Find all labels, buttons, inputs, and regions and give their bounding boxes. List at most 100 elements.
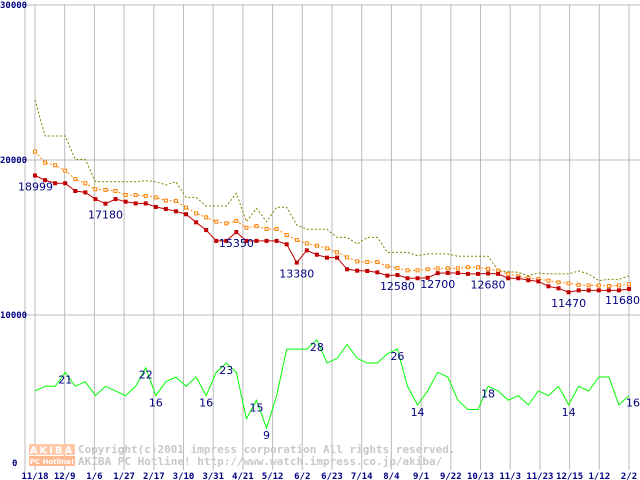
data-point-min: [53, 181, 58, 186]
y-axis-ticks: 0 10000 20000 30000: [0, 1, 27, 469]
data-point-average: [425, 267, 430, 272]
x-tick-label: 3/10: [173, 472, 195, 480]
data-point-average: [294, 237, 299, 242]
data-point-min: [496, 271, 501, 276]
data-label-min: 11680: [605, 294, 640, 307]
data-point-min: [526, 278, 531, 283]
data-point-average: [123, 193, 128, 198]
data-label-count: 18: [481, 387, 495, 400]
data-point-average: [133, 193, 138, 198]
data-point-min: [294, 260, 299, 265]
data-point-average: [264, 226, 269, 231]
data-label-min: 15350: [219, 237, 254, 250]
data-point-average: [143, 193, 148, 198]
data-point-average: [254, 224, 259, 229]
data-point-average: [43, 160, 48, 165]
data-point-min: [113, 197, 118, 202]
logo-text-top: AKIBA: [30, 446, 75, 457]
data-point-min: [33, 173, 37, 178]
data-point-average: [335, 250, 340, 255]
data-point-min: [405, 276, 410, 281]
data-point-average: [616, 283, 621, 288]
data-point-average: [33, 149, 37, 154]
data-point-min: [566, 290, 571, 295]
data-label-min: 11470: [551, 297, 586, 310]
data-label-count: 26: [390, 350, 404, 363]
data-label-min: 17180: [88, 209, 123, 222]
x-tick-label: 6/2: [294, 472, 310, 480]
x-tick-label: 11/3: [499, 472, 521, 480]
data-point-min: [194, 220, 199, 225]
data-point-min: [204, 228, 209, 233]
data-point-min: [224, 238, 229, 243]
data-point-min: [103, 201, 108, 206]
x-tick-label: 11/18: [21, 472, 48, 480]
data-point-average: [274, 226, 279, 231]
data-point-min: [163, 206, 168, 211]
data-point-min: [375, 270, 380, 275]
data-point-average: [455, 266, 460, 271]
x-tick-label: 2/17: [143, 472, 165, 480]
data-point-average: [194, 211, 199, 216]
data-point-average: [506, 271, 511, 276]
data-point-min: [606, 288, 611, 293]
data-point-average: [284, 233, 289, 238]
data-point-average: [163, 198, 168, 203]
data-point-average: [596, 283, 601, 288]
data-point-min: [395, 273, 400, 278]
data-point-average: [445, 266, 450, 271]
data-point-min: [153, 204, 158, 209]
data-label-min: 12580: [380, 280, 415, 293]
x-tick-label: 2/2: [621, 472, 637, 480]
data-point-min: [93, 197, 98, 202]
x-tick-label: 9/1: [413, 472, 429, 480]
data-point-min: [355, 268, 360, 273]
data-point-min: [214, 238, 219, 243]
x-tick-label: 1/6: [86, 472, 102, 480]
data-label-count: 14: [562, 406, 576, 419]
data-point-min: [274, 238, 279, 243]
series-layer: [33, 99, 631, 430]
data-point-average: [83, 181, 88, 186]
data-point-average: [365, 259, 370, 264]
data-point-min: [586, 288, 591, 293]
data-point-average: [465, 265, 470, 270]
data-point-min: [314, 252, 319, 257]
gridlines: [24, 4, 640, 472]
x-tick-label: 3/31: [202, 472, 224, 480]
x-tick-label: 4/21: [232, 472, 254, 480]
data-point-min: [173, 209, 178, 214]
data-point-min: [73, 189, 78, 193]
data-point-min: [244, 238, 249, 243]
data-point-min: [465, 271, 470, 276]
data-point-min: [43, 178, 48, 183]
x-tick-label: 9/22: [440, 472, 462, 480]
data-point-min: [385, 273, 390, 278]
x-tick-label: 10/13: [467, 472, 494, 480]
data-point-average: [627, 282, 631, 287]
data-point-min: [556, 286, 561, 291]
data-point-average: [63, 168, 68, 173]
data-point-average: [53, 163, 58, 168]
data-point-min: [264, 238, 269, 243]
data-point-min: [415, 276, 420, 281]
watermark: AKIBA PC Hotline! Copyright(c)2001 impre…: [29, 443, 456, 468]
x-tick-label: 12/15: [556, 472, 583, 480]
data-point-average: [385, 264, 390, 269]
data-point-min: [576, 288, 581, 293]
data-point-average: [173, 198, 178, 203]
data-point-average: [475, 265, 480, 270]
data-point-average: [73, 177, 78, 182]
data-point-min: [536, 279, 541, 284]
series-line-max: [34, 99, 630, 282]
data-point-min: [143, 201, 148, 206]
data-point-min: [324, 255, 329, 260]
data-point-average: [576, 282, 581, 287]
data-label-count: 16: [626, 397, 640, 410]
data-point-min: [184, 212, 189, 217]
data-point-average: [606, 284, 611, 289]
y-tick-label: 30000: [0, 1, 27, 11]
data-point-min: [335, 255, 340, 260]
data-point-min: [546, 284, 551, 289]
data-point-average: [244, 225, 249, 230]
